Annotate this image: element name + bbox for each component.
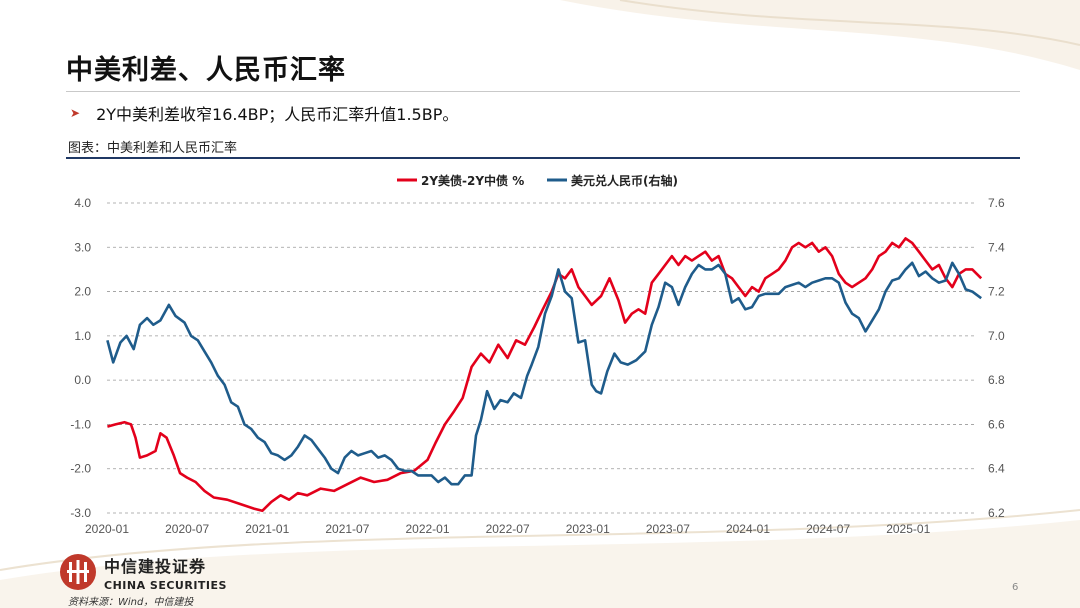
- legend-label: 2Y美债-2Y中债 %: [421, 173, 524, 188]
- right-axis-tick-label: 7.4: [988, 240, 1005, 254]
- summary-text: 2Y中美利差收窄16.4BP；人民币汇率升值1.5BP。: [96, 105, 459, 124]
- left-axis-tick-label: -3.0: [70, 506, 91, 520]
- legend-label: 美元兑人民币(右轴): [571, 173, 678, 188]
- left-axis-tick-label: 3.0: [74, 240, 91, 254]
- x-axis-tick-label: 2024-07: [806, 522, 850, 536]
- left-axis-tick-label: 1.0: [74, 329, 91, 343]
- chart-caption: 图表：中美利差和人民币汇率: [68, 141, 238, 156]
- left-axis-tick-label: 4.0: [74, 196, 91, 210]
- usdcny-series-line: [106, 261, 982, 486]
- x-axis-tick-label: 2022-01: [405, 522, 449, 536]
- right-axis-tick-label: 6.4: [988, 462, 1005, 476]
- spread-fx-line-chart: 4.0 3.0 2.0 1.0 0.0 -1.0 -2.0 -3.0 7.6 7.4 7.2 7.0 6…: [70, 173, 1005, 536]
- right-axis-tick-label: 6.2: [988, 506, 1005, 520]
- summary-bullet: ➤ 2Y中美利差收窄16.4BP；人民币汇率升值1.5BP。: [70, 101, 458, 125]
- x-axis-tick-label: 2021-07: [325, 522, 369, 536]
- x-axis-tick-label: 2023-01: [566, 522, 610, 536]
- citic-logo-icon: [60, 554, 96, 590]
- caption-divider: [66, 157, 1020, 159]
- slide-title: 中美利差、人民币汇率: [66, 55, 346, 86]
- spread-series-line: [107, 237, 983, 513]
- right-axis-tick-label: 6.6: [988, 417, 1005, 431]
- left-axis-tick-label: -1.0: [70, 417, 91, 431]
- left-axis-tick-label: 0.0: [74, 373, 91, 387]
- right-axis-tick-label: 6.8: [988, 373, 1005, 387]
- x-axis-tick-label: 2025-01: [886, 522, 930, 536]
- left-axis-tick-label: 2.0: [74, 285, 91, 299]
- x-axis-tick-label: 2020-01: [85, 522, 129, 536]
- x-axis-tick-label: 2020-07: [165, 522, 209, 536]
- x-axis-tick-label: 2024-01: [726, 522, 770, 536]
- right-axis-tick-label: 7.2: [988, 285, 1005, 299]
- title-divider: [66, 91, 1020, 92]
- left-axis-tick-label: -2.0: [70, 462, 91, 476]
- right-axis-tick-label: 7.6: [988, 196, 1005, 210]
- logo-chinese-name: 中信建投证券: [104, 556, 207, 576]
- x-axis-tick-label: 2022-07: [486, 522, 530, 536]
- data-source-note: 资料来源：Wind，中信建投: [68, 597, 194, 608]
- arrow-right-icon: ➤: [70, 106, 81, 120]
- page-number: 6: [1012, 582, 1019, 593]
- logo-english-name: CHINA SECURITIES: [104, 578, 227, 592]
- x-axis-tick-label: 2021-01: [245, 522, 289, 536]
- right-axis-tick-label: 7.0: [988, 329, 1005, 343]
- x-axis-tick-label: 2023-07: [646, 522, 690, 536]
- company-logo: 中信建投证券 CHINA SECURITIES: [58, 552, 227, 592]
